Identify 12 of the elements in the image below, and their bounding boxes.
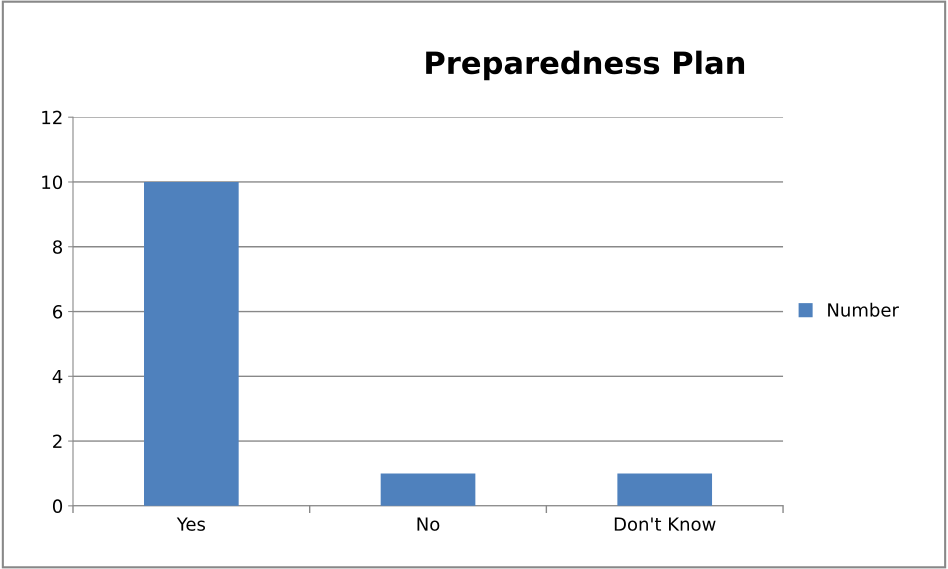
y-tick-label: 8	[53, 240, 62, 254]
legend-label: Number	[828, 302, 899, 317]
y-tick-label: 12	[42, 110, 62, 124]
chart-title: Preparedness Plan	[426, 50, 744, 80]
x-tick-label: Don't Know	[614, 518, 716, 531]
y-tick-label: 6	[53, 304, 62, 319]
y-tick-label: 2	[53, 434, 62, 448]
y-tick-label: 0	[52, 499, 62, 513]
x-tick-label: Yes	[176, 518, 206, 531]
x-tick-label: No	[418, 518, 440, 531]
y-tick-label: 4	[52, 370, 62, 384]
y-tick-label: 10	[42, 175, 62, 190]
